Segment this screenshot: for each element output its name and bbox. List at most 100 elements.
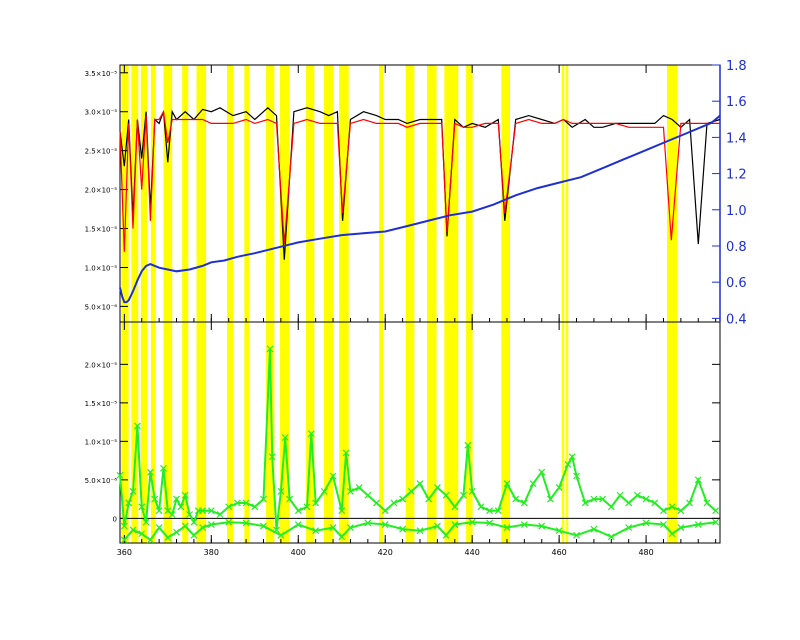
- residual-point: [207, 521, 215, 528]
- highlight-band: [182, 65, 189, 543]
- residual-point: [677, 524, 685, 532]
- residual-point: [555, 484, 563, 491]
- highlight-band: [266, 65, 275, 543]
- x-tick-label: 480: [638, 548, 653, 557]
- residual-point: [120, 522, 128, 530]
- residual-point: [660, 521, 667, 528]
- highlight-band: [444, 65, 459, 543]
- y-tick-label-bottom: 1.5×10⁻⁵: [85, 400, 118, 408]
- residual-point: [451, 521, 459, 528]
- residual-point: [460, 491, 467, 499]
- residual-point: [364, 491, 372, 499]
- highlight-band: [196, 65, 207, 543]
- residual-point: [251, 503, 259, 511]
- residual-point: [590, 495, 598, 503]
- highlight-band: [339, 65, 349, 543]
- highlight-band: [323, 65, 334, 543]
- residual-point: [616, 491, 624, 499]
- residual-point: [442, 531, 450, 539]
- residual-point: [373, 499, 380, 507]
- residual-point: [477, 503, 485, 511]
- residual-point: [225, 503, 233, 511]
- residual-point: [703, 499, 711, 507]
- residual-point: [625, 524, 633, 532]
- highlight-band: [466, 65, 473, 543]
- residual-point: [503, 524, 511, 532]
- residual-point: [342, 449, 350, 457]
- series-group: [119, 106, 721, 542]
- y-tick-label-top-left: 2.5×10⁻⁵: [85, 148, 118, 156]
- residual-point: [512, 495, 520, 503]
- y-tick-label-top-right: 1.4: [726, 131, 747, 146]
- residual-point: [712, 518, 720, 526]
- residual-point: [590, 525, 598, 533]
- residual-point: [129, 487, 137, 495]
- highlight-band: [280, 65, 290, 543]
- highlight-band: [405, 65, 415, 543]
- residual-point: [268, 453, 276, 461]
- y-tick-label-bottom: 5.0×10⁻⁶: [85, 477, 118, 485]
- highlight-band: [426, 65, 437, 543]
- tick-labels-group: 360 380 400 420 440 460 480 5.0×10⁻⁶ 1.0×10⁻⁵ 1.5…: [85, 59, 747, 557]
- x-tick-label: 440: [465, 548, 480, 557]
- residual-point: [464, 441, 472, 449]
- series-line-model: [119, 109, 720, 252]
- x-tick-label: 360: [117, 548, 132, 557]
- residual-points-group: [116, 345, 720, 544]
- residual-point: [281, 434, 289, 441]
- residual-point: [686, 499, 693, 507]
- residual-point: [242, 499, 250, 507]
- residual-point: [307, 430, 315, 438]
- residual-point: [390, 499, 398, 507]
- residual-point: [277, 531, 285, 539]
- residual-point: [355, 484, 363, 491]
- residual-point: [399, 495, 407, 503]
- residual-point: [155, 524, 163, 532]
- residual-point: [416, 527, 424, 535]
- residual-point: [338, 507, 346, 515]
- residual-point: [173, 495, 180, 503]
- residual-point: [120, 536, 128, 544]
- residual-point: [242, 519, 250, 527]
- residual-point: [573, 531, 580, 539]
- residual-point: [312, 527, 320, 535]
- residual-point: [138, 503, 146, 511]
- residual-point: [190, 531, 198, 539]
- y-tick-label-top-left: 3.5×10⁻⁵: [85, 70, 118, 78]
- residual-point: [347, 487, 354, 495]
- residual-point: [133, 422, 141, 430]
- residual-point: [433, 522, 441, 530]
- highlight-bands-group: [121, 65, 678, 543]
- y-tick-label-bottom: 1.0×10⁻⁵: [85, 438, 118, 446]
- y-tick-label-top-left: 3.0×10⁻⁵: [85, 109, 118, 117]
- residual-point: [642, 519, 650, 527]
- x-tick-label: 420: [378, 548, 393, 557]
- highlight-band: [566, 65, 569, 543]
- x-tick-label: 460: [551, 548, 566, 557]
- residual-point: [642, 495, 650, 503]
- residual-point: [186, 511, 193, 518]
- highlight-band: [226, 65, 234, 543]
- residual-point: [520, 499, 528, 507]
- residual-point: [660, 507, 667, 515]
- residual-point: [425, 495, 433, 503]
- residual-point: [568, 453, 576, 461]
- residual-point: [199, 524, 207, 532]
- residual-point: [338, 533, 346, 541]
- residual-point: [668, 530, 676, 538]
- residual-point: [151, 495, 159, 503]
- series-line-ratio: [119, 114, 721, 304]
- residual-point: [416, 480, 424, 488]
- axes-group: [119, 64, 721, 544]
- residual-point: [294, 521, 302, 528]
- residual-point: [329, 472, 337, 480]
- residual-point: [303, 503, 311, 511]
- residual-point: [433, 484, 441, 491]
- y-tick-label-top-right: 1.2: [726, 168, 747, 183]
- residual-point: [320, 487, 328, 495]
- x-tick-label: 400: [291, 548, 306, 557]
- residual-point: [294, 507, 302, 515]
- highlight-band: [666, 65, 678, 543]
- residual-point: [260, 495, 267, 503]
